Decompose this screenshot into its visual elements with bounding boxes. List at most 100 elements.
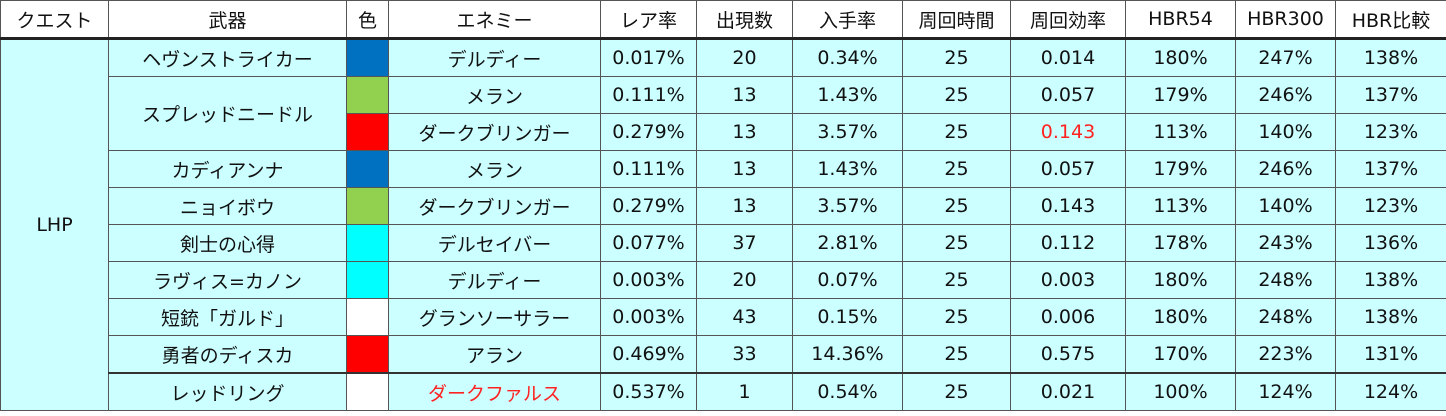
run-efficiency-cell-highlight: 0.143 xyxy=(1010,113,1126,151)
enemy-cell: ダークブリンガー xyxy=(388,187,601,225)
header-spawn-count: 出現数 xyxy=(696,0,793,40)
drop-rate-cell: 3.57% xyxy=(792,187,903,225)
spawn-count-cell: 13 xyxy=(696,113,793,151)
drop-rate-cell: 0.54% xyxy=(792,372,903,411)
spawn-count-cell: 13 xyxy=(696,76,793,114)
color-swatch xyxy=(346,261,389,299)
hbr300-cell: 248% xyxy=(1235,298,1336,336)
color-swatch xyxy=(346,224,389,262)
run-time-cell: 25 xyxy=(902,224,1011,262)
spawn-count-cell: 1 xyxy=(696,372,793,411)
enemy-cell: グランソーサラー xyxy=(388,298,601,336)
weapon-cell: カディアンナ xyxy=(108,150,347,188)
run-efficiency-cell: 0.057 xyxy=(1010,76,1126,114)
hbr300-cell: 140% xyxy=(1235,113,1336,151)
color-swatch xyxy=(346,298,389,336)
rare-rate-cell: 0.111% xyxy=(600,76,697,114)
header-drop-rate: 入手率 xyxy=(792,0,903,40)
header-quest: クエスト xyxy=(0,0,109,40)
hbr-compare-cell: 138% xyxy=(1335,38,1446,77)
spawn-count-cell: 43 xyxy=(696,298,793,336)
hbr54-cell: 170% xyxy=(1125,335,1236,374)
drop-rate-cell: 0.15% xyxy=(792,298,903,336)
header-weapon: 武器 xyxy=(108,0,347,40)
spawn-count-cell: 37 xyxy=(696,224,793,262)
hbr54-cell: 180% xyxy=(1125,38,1236,77)
drop-rate-cell: 3.57% xyxy=(792,113,903,151)
header-hbr300: HBR300 xyxy=(1235,0,1336,40)
weapon-cell: ニョイボウ xyxy=(108,187,347,225)
hbr300-cell: 247% xyxy=(1235,38,1336,77)
rare-rate-cell: 0.279% xyxy=(600,187,697,225)
header-run-time: 周回時間 xyxy=(902,0,1011,40)
color-swatch xyxy=(346,113,389,151)
color-swatch xyxy=(346,187,389,225)
rare-rate-cell: 0.469% xyxy=(600,335,697,374)
header-color: 色 xyxy=(346,0,389,40)
table-row: スプレッドニードル メラン 0.111% 13 1.43% 25 0.057 1… xyxy=(1,76,1446,151)
hbr300-cell: 140% xyxy=(1235,187,1336,225)
run-efficiency-cell: 0.014 xyxy=(1010,38,1126,77)
color-swatch xyxy=(346,335,389,374)
run-time-cell: 25 xyxy=(902,76,1011,114)
hbr-compare-cell: 137% xyxy=(1335,150,1446,188)
header-run-efficiency: 周回効率 xyxy=(1010,0,1126,40)
hbr-compare-cell: 137% xyxy=(1335,76,1446,114)
run-efficiency-cell: 0.021 xyxy=(1010,372,1126,411)
color-swatch xyxy=(346,372,389,411)
spawn-count-cell: 20 xyxy=(696,38,793,77)
hbr54-cell: 113% xyxy=(1125,187,1236,225)
weapon-cell: レッドリング xyxy=(108,372,347,411)
run-time-cell: 25 xyxy=(902,261,1011,299)
hbr300-cell: 124% xyxy=(1235,372,1336,411)
table-row: レッドリング ダークファルス 0.537% 1 0.54% 25 0.021 1… xyxy=(1,372,1446,411)
quest-cell: LHP xyxy=(0,38,109,411)
drop-rate-cell: 0.07% xyxy=(792,261,903,299)
rare-rate-cell: 0.077% xyxy=(600,224,697,262)
run-time-cell: 25 xyxy=(902,298,1011,336)
drop-rate-cell: 0.34% xyxy=(792,38,903,77)
rare-rate-cell: 0.279% xyxy=(600,113,697,151)
color-swatch xyxy=(346,150,389,188)
hbr300-cell: 243% xyxy=(1235,224,1336,262)
color-swatch xyxy=(346,38,389,77)
spawn-count-cell: 33 xyxy=(696,335,793,374)
hbr-compare-cell: 123% xyxy=(1335,113,1446,151)
table-row: カディアンナ メラン 0.111% 13 1.43% 25 0.057 179%… xyxy=(1,150,1446,188)
color-swatch xyxy=(346,76,389,114)
hbr54-cell: 180% xyxy=(1125,298,1236,336)
hbr300-cell: 246% xyxy=(1235,76,1336,114)
weapon-cell: ラヴィス=カノン xyxy=(108,261,347,299)
hbr300-cell: 248% xyxy=(1235,261,1336,299)
header-hbr54: HBR54 xyxy=(1125,0,1236,40)
rare-rate-cell: 0.017% xyxy=(600,38,697,77)
hbr300-cell: 246% xyxy=(1235,150,1336,188)
table-row: 短銃「ガルド」 グランソーサラー 0.003% 43 0.15% 25 0.00… xyxy=(1,298,1446,336)
rare-rate-cell: 0.003% xyxy=(600,261,697,299)
run-efficiency-cell: 0.006 xyxy=(1010,298,1126,336)
run-time-cell: 25 xyxy=(902,150,1011,188)
hbr-compare-cell: 124% xyxy=(1335,372,1446,411)
run-time-cell: 25 xyxy=(902,38,1011,77)
weapon-cell: ヘヴンストライカー xyxy=(108,38,347,77)
run-efficiency-cell: 0.057 xyxy=(1010,150,1126,188)
drop-rate-cell: 1.43% xyxy=(792,76,903,114)
run-efficiency-cell: 0.575 xyxy=(1010,335,1126,374)
weapon-cell: スプレッドニードル xyxy=(108,76,347,151)
weapon-cell: 勇者のディスカ xyxy=(108,335,347,374)
enemy-cell: デルディー xyxy=(388,261,601,299)
table-row: ニョイボウ ダークブリンガー 0.279% 13 3.57% 25 0.143 … xyxy=(1,187,1446,225)
spawn-count-cell: 13 xyxy=(696,150,793,188)
hbr54-cell: 179% xyxy=(1125,150,1236,188)
enemy-cell: デルディー xyxy=(388,38,601,77)
enemy-cell-highlight: ダークファルス xyxy=(388,372,601,411)
header-rare-rate: レア率 xyxy=(600,0,697,40)
run-time-cell: 25 xyxy=(902,187,1011,225)
enemy-cell: アラン xyxy=(388,335,601,374)
rare-rate-cell: 0.537% xyxy=(600,372,697,411)
drop-rate-cell: 2.81% xyxy=(792,224,903,262)
run-efficiency-cell: 0.003 xyxy=(1010,261,1126,299)
enemy-cell: メラン xyxy=(388,150,601,188)
spawn-count-cell: 20 xyxy=(696,261,793,299)
